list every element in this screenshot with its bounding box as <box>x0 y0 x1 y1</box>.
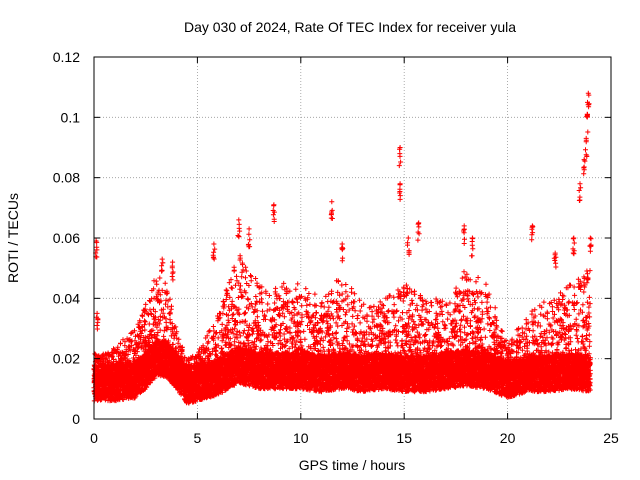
roti-series-markers <box>91 90 594 406</box>
x-tick-label: 10 <box>293 430 309 446</box>
x-axis-label: GPS time / hours <box>299 457 406 473</box>
y-axis-label: ROTI / TECUs <box>5 193 21 283</box>
y-tick-label: 0.1 <box>61 109 81 125</box>
x-tick-label: 20 <box>500 430 516 446</box>
grid-lines <box>94 57 611 419</box>
y-tick-label: 0.08 <box>53 170 80 186</box>
y-tick-label: 0.04 <box>53 290 80 306</box>
x-tick-label: 5 <box>194 430 202 446</box>
y-tick-label: 0 <box>72 411 80 427</box>
x-tick-label: 25 <box>603 430 619 446</box>
y-tick-label: 0.06 <box>53 230 80 246</box>
x-tick-label: 15 <box>396 430 412 446</box>
chart-title: Day 030 of 2024, Rate Of TEC Index for r… <box>184 19 516 35</box>
y-tick-labels: 0 0.02 0.04 0.06 0.08 0.1 0.12 <box>53 49 80 427</box>
axis-ticks <box>93 56 612 420</box>
x-tick-label: 0 <box>90 430 98 446</box>
x-tick-labels: 0 5 10 15 20 25 <box>90 430 619 446</box>
y-tick-label: 0.02 <box>53 351 80 367</box>
data-points <box>91 90 594 406</box>
y-tick-label: 0.12 <box>53 49 80 65</box>
